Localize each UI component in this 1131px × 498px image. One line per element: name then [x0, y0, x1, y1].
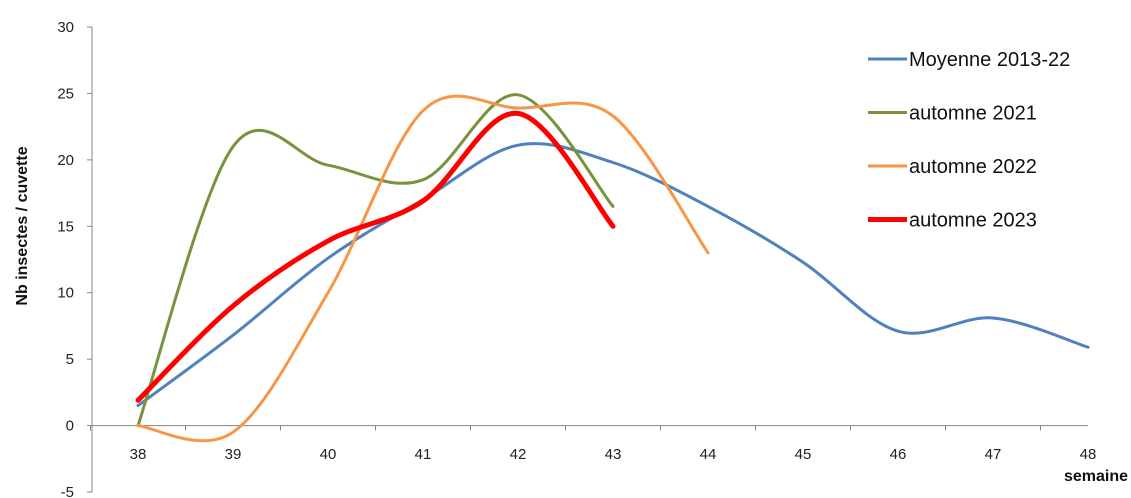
x-tick-label: 42 — [510, 446, 527, 463]
x-tick-label: 43 — [605, 446, 622, 463]
tick-labels: -5 0 5 10 15 20 25 30 38 39 40 41 42 43 44 45 46 47 48 — [57, 19, 1096, 498]
y-tick-label: 20 — [57, 152, 74, 169]
legend-label: automne 2023 — [909, 210, 1037, 232]
y-tick-label: 25 — [57, 85, 74, 102]
x-tick-label: 48 — [1080, 446, 1097, 463]
legend-label: Moyenne 2013-22 — [909, 49, 1070, 71]
x-axis-label: semaine — [1064, 468, 1128, 485]
y-tick-label: 5 — [66, 351, 74, 368]
x-tick-label: 47 — [985, 446, 1002, 463]
x-tick-label: 41 — [415, 446, 432, 463]
legend-label: automne 2022 — [909, 156, 1037, 178]
legend: Moyenne 2013-22 automne 2021 automne 2022 a… — [868, 49, 1070, 232]
y-tick-label: 0 — [66, 418, 74, 435]
series-line-2 — [136, 93, 615, 428]
y-tick-label: 10 — [57, 285, 74, 302]
legend-label: automne 2021 — [909, 103, 1037, 125]
y-tick-label: 15 — [57, 218, 74, 235]
x-tick-label: 40 — [320, 446, 337, 463]
x-tick-label: 44 — [700, 446, 717, 463]
series-line-3 — [136, 94, 710, 443]
series-line-4 — [135, 110, 616, 403]
x-tick-label: 46 — [890, 446, 907, 463]
series-line-1 — [136, 142, 1090, 408]
x-tick-label: 39 — [225, 446, 242, 463]
y-tick-label: 30 — [57, 19, 74, 36]
series-layer — [135, 93, 1090, 443]
y-tick-label: -5 — [61, 484, 74, 498]
axes — [87, 26, 1088, 493]
x-tick-label: 38 — [130, 446, 147, 463]
x-tick-label: 45 — [795, 446, 812, 463]
y-axis-label: Nb insectes / cuvette — [14, 146, 31, 305]
